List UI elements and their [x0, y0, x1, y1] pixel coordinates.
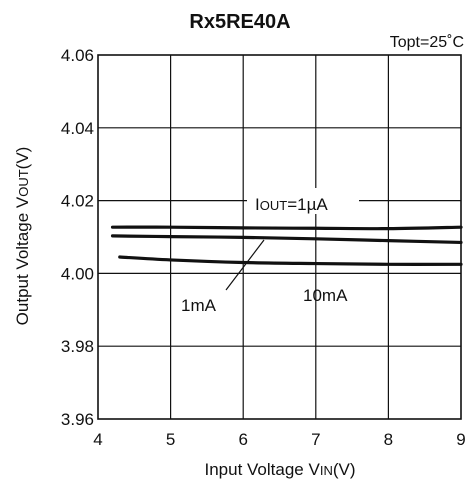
x-axis-label: Input Voltage VIN(V) [205, 460, 356, 479]
y-tick-label: 4.06 [61, 46, 94, 65]
x-tick-label: 4 [93, 430, 102, 449]
y-axis-label: Output Voltage VOUT(V) [13, 147, 32, 326]
series-annotations: IOUT=1µA 1mA 10mA [181, 188, 359, 315]
x-axis-label-unit: (V) [333, 460, 356, 479]
series-line-1ma [110, 234, 463, 245]
series-label-10ma: 10mA [303, 286, 348, 305]
label-background [247, 188, 359, 214]
x-tick-label: 8 [384, 430, 393, 449]
x-tick-label: 5 [166, 430, 175, 449]
x-axis-label-sub: IN [320, 463, 333, 478]
x-tick-label: 6 [238, 430, 247, 449]
y-tick-label: 4.04 [61, 119, 94, 138]
plot-frame [97, 54, 462, 420]
series-label-1ma: 1mA [181, 296, 217, 315]
series-line-10ma [118, 255, 463, 266]
y-axis-label-unit: (V) [13, 147, 32, 170]
tick-labels: 4 5 6 7 8 9 4.06 4.04 4.02 4.00 3.98 3.96 [61, 46, 466, 449]
y-tick-label: 3.96 [61, 410, 94, 429]
y-tick-label: 3.98 [61, 337, 94, 356]
y-axis-label-sub: OUT [16, 169, 31, 197]
y-tick-label: 4.00 [61, 264, 94, 283]
series-line-iout-1ua [110, 225, 463, 231]
series-lines [110, 225, 463, 266]
x-tick-label: 9 [456, 430, 465, 449]
y-axis-label-main: Output Voltage V [13, 196, 32, 325]
y-tick-label: 4.02 [61, 192, 94, 211]
x-axis-label-main: Input Voltage V [205, 460, 321, 479]
x-tick-label: 7 [311, 430, 320, 449]
series-label-iout-1ua: IOUT=1µA [255, 195, 328, 214]
chart-title: Rx5RE40A [189, 11, 290, 33]
leader-line-1ma [225, 239, 265, 291]
condition-label: Topt=25˚C [390, 34, 464, 51]
